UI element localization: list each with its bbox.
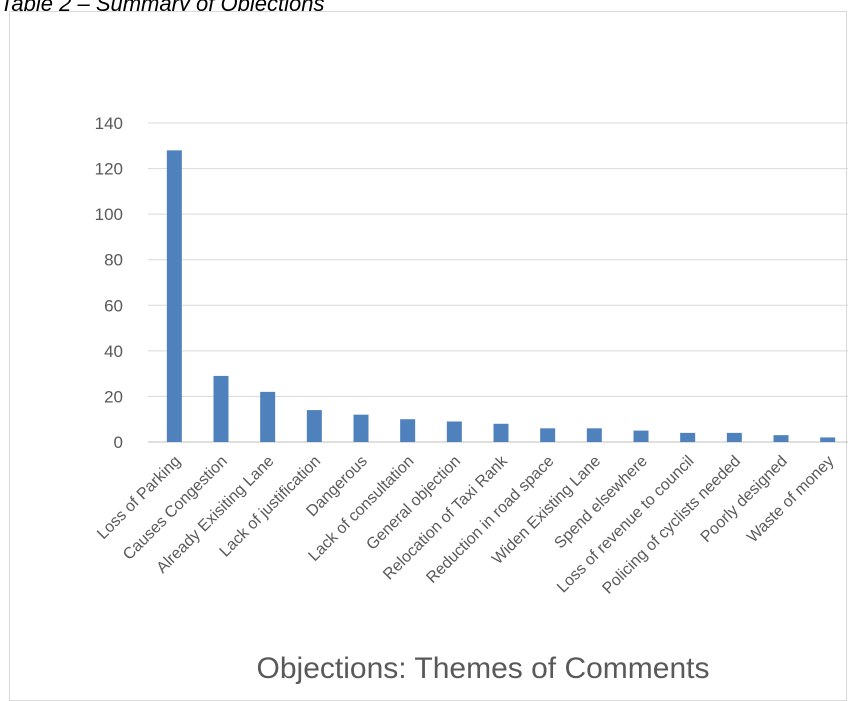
bars xyxy=(166,150,836,443)
bar xyxy=(773,435,789,442)
bar xyxy=(680,432,696,442)
bar xyxy=(400,419,416,442)
gridlines xyxy=(148,122,848,443)
y-axis-ticks: 0 20 40 60 80 100 120 140 xyxy=(95,114,123,452)
chart-frame xyxy=(9,11,847,701)
bar xyxy=(213,375,229,442)
bar xyxy=(586,428,602,442)
x-category-label: Poorly designed xyxy=(698,453,791,546)
y-tick-label: 0 xyxy=(114,433,123,452)
y-tick-label: 140 xyxy=(95,114,123,133)
bar xyxy=(260,391,276,442)
bar xyxy=(633,430,649,442)
y-tick-label: 120 xyxy=(95,160,123,179)
y-tick-label: 20 xyxy=(104,387,123,406)
bar xyxy=(540,428,556,442)
x-category-label: Loss of Parking xyxy=(94,453,184,543)
y-tick-label: 60 xyxy=(104,296,123,315)
bar xyxy=(353,414,369,442)
x-axis-title: Objections: Themes of Comments xyxy=(257,652,710,685)
bar xyxy=(306,410,322,442)
y-tick-label: 80 xyxy=(104,251,123,270)
bar xyxy=(493,423,509,442)
y-tick-label: 40 xyxy=(104,342,123,361)
bar xyxy=(446,421,462,442)
x-category-label: Waste of money xyxy=(744,453,837,546)
bar xyxy=(166,150,182,443)
bar xyxy=(726,432,742,442)
bar xyxy=(820,437,836,442)
y-tick-label: 100 xyxy=(95,205,123,224)
